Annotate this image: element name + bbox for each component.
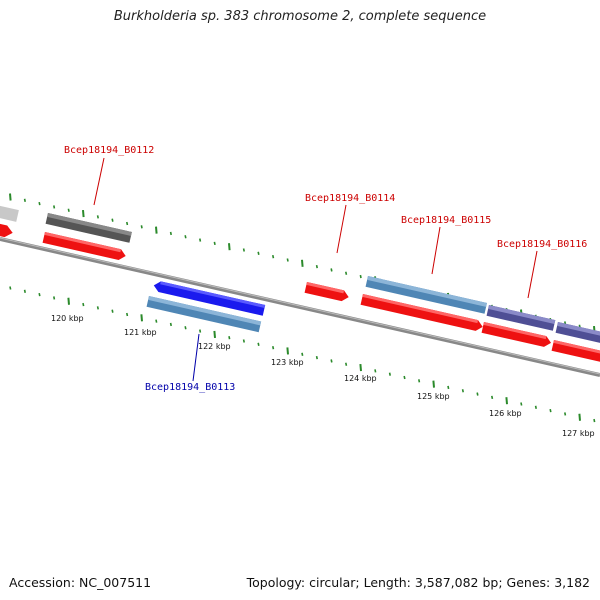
minor-tick <box>461 389 464 393</box>
tick-label-125: 125 kbp <box>417 392 450 401</box>
minor-tick <box>374 369 377 373</box>
minor-tick <box>447 385 450 390</box>
minor-tick <box>242 248 245 252</box>
minor-tick <box>491 395 494 400</box>
minor-tick <box>96 215 99 219</box>
major-tick <box>505 397 508 405</box>
minor-tick <box>23 198 26 202</box>
major-tick <box>578 413 581 421</box>
inner-tick-row <box>9 286 596 423</box>
leader-b0114 <box>336 204 347 254</box>
minor-tick <box>155 319 158 323</box>
minor-tick <box>126 221 129 226</box>
feature-track <box>0 203 600 365</box>
minor-tick <box>520 402 523 406</box>
minor-tick <box>23 289 26 293</box>
minor-tick <box>476 392 479 396</box>
leader-b0112 <box>93 157 105 206</box>
minor-tick <box>184 235 187 239</box>
gene-label-b0112: Bcep18194_B0112 <box>64 145 154 156</box>
major-tick <box>432 380 435 388</box>
leader-b0116 <box>527 250 538 299</box>
major-tick <box>140 314 143 322</box>
tick-label-127: 127 kbp <box>562 429 595 438</box>
map-title: Burkholderia sp. 383 chromosome 2, compl… <box>113 9 487 24</box>
minor-tick <box>213 241 216 246</box>
leader-b0113 <box>192 333 200 382</box>
minor-tick <box>111 309 114 313</box>
minor-tick <box>388 372 391 376</box>
outer-tick-row <box>9 193 596 334</box>
major-tick <box>155 226 158 234</box>
minor-tick <box>549 408 552 413</box>
major-tick <box>213 330 216 338</box>
tick-label-122: 122 kbp <box>198 342 231 351</box>
minor-tick <box>126 312 129 317</box>
minor-tick <box>286 258 289 262</box>
minor-tick <box>184 326 187 330</box>
minor-tick <box>111 218 114 222</box>
minor-tick <box>199 238 202 242</box>
minor-tick <box>257 342 260 346</box>
minor-tick <box>53 205 56 209</box>
major-tick <box>82 209 85 218</box>
minor-tick <box>315 355 318 360</box>
minor-tick <box>257 251 260 255</box>
minor-tick <box>96 306 99 310</box>
minor-tick <box>564 412 567 416</box>
minor-tick <box>199 329 202 333</box>
minor-tick <box>359 274 362 279</box>
minor-tick <box>418 379 421 383</box>
gene-blue-b0113 <box>153 281 266 316</box>
minor-tick <box>228 336 231 340</box>
tick-label-124: 124 kbp <box>344 374 377 383</box>
gene-label-b0113: Bcep18194_B0113 <box>145 382 235 393</box>
gene-label-b0116: Bcep18194_B0116 <box>497 239 587 250</box>
minor-tick <box>38 201 41 206</box>
major-tick <box>359 363 362 372</box>
major-tick <box>9 193 12 201</box>
major-tick <box>67 297 70 305</box>
minor-tick <box>272 254 275 259</box>
minor-tick <box>301 352 304 356</box>
minor-tick <box>53 296 56 300</box>
minor-tick <box>403 375 406 380</box>
minor-tick <box>9 286 12 290</box>
major-tick <box>301 259 304 267</box>
gene-red-partial <box>0 221 13 238</box>
chromosome-backbone <box>0 237 600 377</box>
minor-tick <box>242 339 245 343</box>
gene-grey-partial <box>0 203 19 222</box>
genome-stats-text: Topology: circular; Length: 3,587,082 bp… <box>246 575 590 590</box>
minor-tick <box>67 208 70 212</box>
minor-tick <box>345 271 348 275</box>
minor-tick <box>140 225 143 229</box>
minor-tick <box>345 362 348 366</box>
minor-tick <box>272 345 275 350</box>
minor-tick <box>330 359 333 363</box>
tick-label-123: 123 kbp <box>271 358 304 367</box>
minor-tick <box>330 268 333 272</box>
accession-text: Accession: NC_007511 <box>9 575 152 590</box>
tick-label-120: 120 kbp <box>51 314 84 323</box>
major-tick <box>286 347 289 355</box>
minor-tick <box>169 231 172 236</box>
minor-tick <box>82 302 85 307</box>
tick-label-126: 126 kbp <box>489 409 522 418</box>
gene-label-b0115: Bcep18194_B0115 <box>401 215 491 226</box>
minor-tick <box>169 322 172 327</box>
minor-tick <box>315 264 318 269</box>
tick-label-121: 121 kbp <box>124 328 157 337</box>
minor-tick <box>38 292 41 297</box>
minor-tick <box>593 418 596 423</box>
leader-b0115 <box>431 226 441 275</box>
gene-label-b0114: Bcep18194_B0114 <box>305 193 395 204</box>
major-tick <box>228 243 231 251</box>
minor-tick <box>534 405 537 409</box>
